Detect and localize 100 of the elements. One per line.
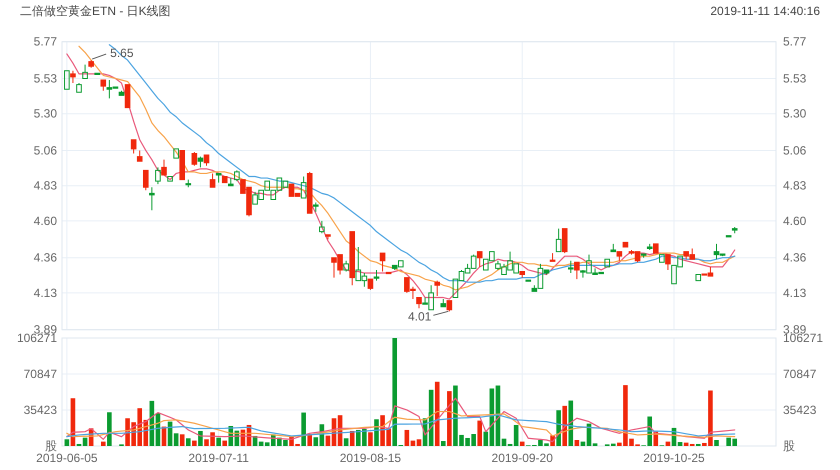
candlestick xyxy=(386,272,392,274)
bar xyxy=(107,412,112,446)
candlestick xyxy=(124,84,130,108)
candlestick xyxy=(476,251,483,268)
x-tick-label: 2019-07-11 xyxy=(188,451,250,465)
y-tick-label: 5.77 xyxy=(34,34,58,49)
bar xyxy=(714,440,719,446)
candlestick xyxy=(610,243,616,252)
candlestick xyxy=(179,150,186,180)
candlestick xyxy=(446,300,452,312)
candlestick xyxy=(118,90,124,96)
y2-tick-label: 5.30 xyxy=(783,106,807,121)
y2-tick-label: 5.06 xyxy=(783,143,807,158)
candlestick xyxy=(198,156,204,168)
candlestick xyxy=(652,243,659,254)
bar xyxy=(162,426,166,446)
candlestick xyxy=(349,231,356,286)
candlestick xyxy=(210,172,216,188)
text: 2019-11-11 14:40:16 xyxy=(710,4,820,18)
candlestick xyxy=(185,179,192,188)
candlestick xyxy=(155,166,161,185)
y2-tick-label: 5.53 xyxy=(783,71,807,86)
candlestick xyxy=(665,254,671,270)
candlestick xyxy=(695,274,702,282)
candlestick xyxy=(556,228,562,252)
y2-tick-label: 4.83 xyxy=(783,178,807,193)
y-tick-label: 股 xyxy=(45,439,57,453)
candlestick xyxy=(192,152,198,166)
candlestick xyxy=(434,280,440,296)
candlestick xyxy=(550,252,556,262)
bar xyxy=(216,438,221,446)
bar xyxy=(574,440,580,446)
y-tick-label: 5.06 xyxy=(34,143,58,158)
annotation: 4.01 xyxy=(408,309,432,324)
bar xyxy=(70,398,76,446)
bar xyxy=(350,430,355,446)
bar xyxy=(520,442,525,446)
y2-tick-label: 70847 xyxy=(783,367,817,381)
candlestick xyxy=(88,60,94,68)
candlestick xyxy=(306,171,313,214)
candlestick xyxy=(659,254,665,263)
y-tick-label: 4.36 xyxy=(34,250,58,265)
candlestick xyxy=(325,234,331,240)
bar xyxy=(477,420,482,446)
y2-tick-label: 35423 xyxy=(783,403,817,417)
candlestick xyxy=(76,82,82,93)
candlestick xyxy=(204,154,210,166)
candlestick xyxy=(368,278,374,290)
y-tick-label: 5.30 xyxy=(34,106,58,121)
candlestick xyxy=(70,70,76,84)
candlestick xyxy=(64,70,70,90)
y-tick-label: 35423 xyxy=(24,403,58,417)
y2-tick-label: 5.77 xyxy=(783,34,807,49)
line-series xyxy=(66,398,736,442)
candlestick xyxy=(234,170,240,182)
candlestick xyxy=(380,252,386,272)
candlestick xyxy=(374,269,380,282)
y-tick-label: 4.60 xyxy=(34,214,58,228)
bar xyxy=(186,438,191,446)
candlestick xyxy=(222,176,228,184)
candlestick xyxy=(142,170,149,191)
candlestick xyxy=(82,64,88,79)
y2-tick-label: 股 xyxy=(783,439,795,453)
candlestick xyxy=(136,150,143,162)
candlestick xyxy=(416,297,422,309)
bar xyxy=(222,440,228,446)
x-tick-label: 2019-06-05 xyxy=(36,451,98,465)
x-tick-label: 2019-08-15 xyxy=(340,451,402,465)
candlestick xyxy=(173,148,179,159)
x-tick-label: 2019-09-20 xyxy=(492,451,554,465)
candlestick xyxy=(646,243,653,251)
candlestick xyxy=(568,260,574,274)
candlestick xyxy=(640,254,646,258)
candlestick xyxy=(519,270,526,278)
candlestick xyxy=(228,178,234,186)
chart-title: 二倍做空黄金ETN - 日K线图 xyxy=(20,4,171,18)
bar xyxy=(368,432,373,446)
x-tick-label: 2019-10-25 xyxy=(643,451,706,465)
bar xyxy=(344,438,348,446)
y-tick-label: 70847 xyxy=(24,367,58,381)
bar xyxy=(100,442,106,446)
candlestick xyxy=(312,202,319,212)
candlestick xyxy=(149,186,155,211)
candlestick xyxy=(574,262,580,280)
candlestick xyxy=(440,298,446,308)
candlestick xyxy=(604,258,610,268)
candlestick xyxy=(343,260,349,272)
candlestick xyxy=(167,176,173,182)
candlestick xyxy=(616,251,622,262)
y2-tick-label: 4.60 xyxy=(783,214,807,228)
candlestick xyxy=(732,226,738,234)
y-tick-label: 4.13 xyxy=(34,286,58,300)
y-tick-label: 5.53 xyxy=(34,71,58,86)
y2-tick-label: 4.13 xyxy=(783,286,807,300)
bar xyxy=(64,439,70,446)
candlestick xyxy=(130,139,136,154)
candlestick xyxy=(300,176,306,198)
bar xyxy=(440,441,446,446)
bar xyxy=(666,442,670,446)
candlestick xyxy=(216,172,222,184)
